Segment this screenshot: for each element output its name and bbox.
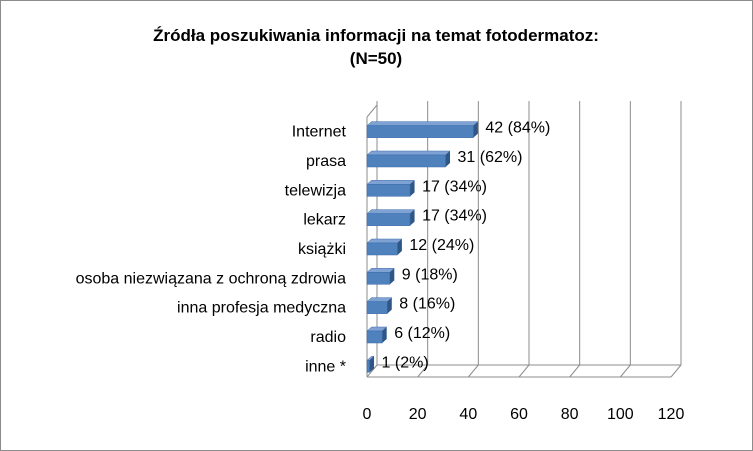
data-label: 8 (16%) <box>399 296 455 313</box>
bar-front-face <box>366 301 388 314</box>
bar-side-face <box>382 327 387 343</box>
floor-gridline <box>467 364 479 378</box>
bar-side-face <box>445 151 451 167</box>
category-label: telewizja <box>285 182 346 199</box>
data-label: 9 (18%) <box>402 266 458 283</box>
bar-side-face <box>387 297 392 314</box>
chart-title: Źródła poszukiwania informacji na temat … <box>153 26 599 45</box>
floor-gridline <box>670 364 682 378</box>
x-tick-label: 20 <box>409 406 427 423</box>
bar <box>366 209 416 226</box>
bar <box>366 238 403 256</box>
bar-side-face <box>369 356 375 373</box>
bar <box>366 297 393 314</box>
data-label: 17 (34%) <box>422 178 487 195</box>
data-labels: 42 (84%) 31 (62%) 17 (34%) 17 (34%) 12 (24%)… <box>382 120 551 372</box>
bar-front-face <box>366 360 370 373</box>
data-label: 17 (34%) <box>422 208 487 225</box>
bar-top-face <box>366 150 451 156</box>
bar <box>366 150 451 168</box>
bar-front-face <box>366 213 411 226</box>
category-label: radio <box>310 329 346 346</box>
category-labels: Internet prasa telewizja lekarz książki osoba… <box>76 124 347 376</box>
x-tick-label: 120 <box>658 406 685 423</box>
bar-top-face <box>366 238 403 244</box>
x-axis-tick-labels: 0 20 40 60 80 100 120 <box>363 406 685 423</box>
bar-side-face <box>410 209 415 226</box>
floor-gridline <box>569 364 581 378</box>
bar <box>366 326 388 344</box>
bar-side-face <box>397 239 402 255</box>
bar-side-face <box>389 268 395 285</box>
bar-front-face <box>366 272 391 285</box>
grid-lines <box>366 101 682 378</box>
bar-top-face <box>366 180 416 185</box>
data-label: 1 (2%) <box>382 354 429 371</box>
data-label: 12 (24%) <box>409 237 474 254</box>
category-label: lekarz <box>303 212 346 229</box>
x-tick-label: 60 <box>510 406 528 423</box>
floor-gridline <box>619 364 631 378</box>
bar-side-face <box>473 121 478 138</box>
category-label: prasa <box>306 153 346 170</box>
bar-side-face <box>410 180 415 197</box>
category-label: Internet <box>292 124 347 141</box>
x-tick-label: 80 <box>561 406 579 423</box>
category-label: inne * <box>305 358 346 375</box>
bar <box>366 268 395 285</box>
bar-front-face <box>366 125 474 138</box>
data-label: 31 (62%) <box>458 149 523 166</box>
bar <box>366 356 375 373</box>
bar <box>366 180 416 197</box>
category-label: osoba niezwiązana z ochroną zdrowia <box>76 270 346 287</box>
data-label: 6 (12%) <box>394 325 450 342</box>
bar <box>366 121 479 138</box>
category-label: książki <box>298 241 346 258</box>
floor-gridline <box>518 364 530 378</box>
bar-front-face <box>366 330 383 344</box>
chart-subtitle: (N=50) <box>350 49 402 68</box>
x-tick-label: 100 <box>607 406 634 423</box>
bars <box>366 121 479 373</box>
bar-front-face <box>366 184 411 197</box>
bar-front-face <box>366 242 398 256</box>
bar-top-face <box>366 209 416 214</box>
data-label: 42 (84%) <box>485 120 550 137</box>
floor-gridline <box>366 364 378 378</box>
bar-top-face <box>366 121 479 126</box>
x-tick-label: 40 <box>459 406 477 423</box>
bar-top-face <box>366 268 395 273</box>
x-tick-label: 0 <box>363 406 372 423</box>
bar-front-face <box>366 154 446 168</box>
category-label: inna profesja medyczna <box>177 300 346 317</box>
floor-gridline <box>417 364 429 378</box>
wall-edge <box>366 104 378 118</box>
